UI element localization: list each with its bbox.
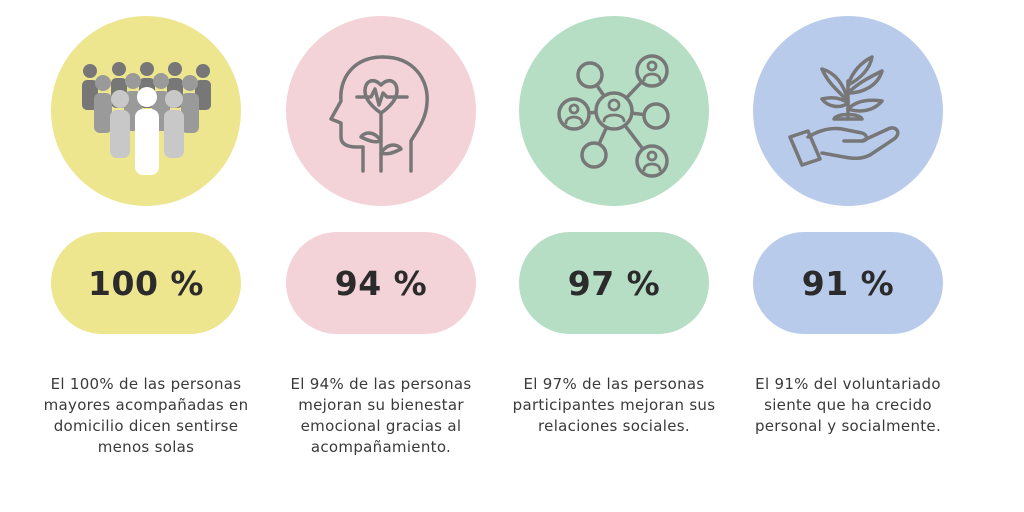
stat-circle-4 [753,16,943,206]
stat-value-3: 97 % [567,263,661,303]
stat-card-2: 94 % El 94% de las personas mejoran su b… [286,0,476,512]
stat-card-1: 100 % El 100% de las personas mayores ac… [44,0,248,512]
social-network-icon [557,54,670,178]
stat-value-1: 100 % [88,263,204,303]
stat-value-2: 94 % [334,263,428,303]
stat-card-3: 97 % El 97% de las personas participante… [513,0,715,512]
stat-value-pill-3: 97 % [519,232,709,334]
hand-plant-icon [788,55,900,167]
people-group-icon [82,62,211,175]
head-heart-plant-icon [329,55,429,173]
stat-card-4: 91 % El 91% del voluntariado siente que … [753,0,943,512]
stat-circle-3 [519,16,709,206]
stat-value-pill-2: 94 % [286,232,476,334]
stat-value-4: 91 % [801,263,895,303]
stat-circle-2 [286,16,476,206]
stat-description-2: El 94% de las personas mejoran su bienes… [290,375,472,456]
stat-value-pill-4: 91 % [753,232,943,334]
stat-description-4: El 91% del voluntariado siente que ha cr… [754,375,942,435]
stat-value-pill-1: 100 % [51,232,241,334]
stat-description-3: El 97% de las personas participantes mej… [512,375,716,435]
stat-description-1: El 100% de las personas mayores acompaña… [43,375,249,456]
stat-circle-1 [51,16,241,206]
